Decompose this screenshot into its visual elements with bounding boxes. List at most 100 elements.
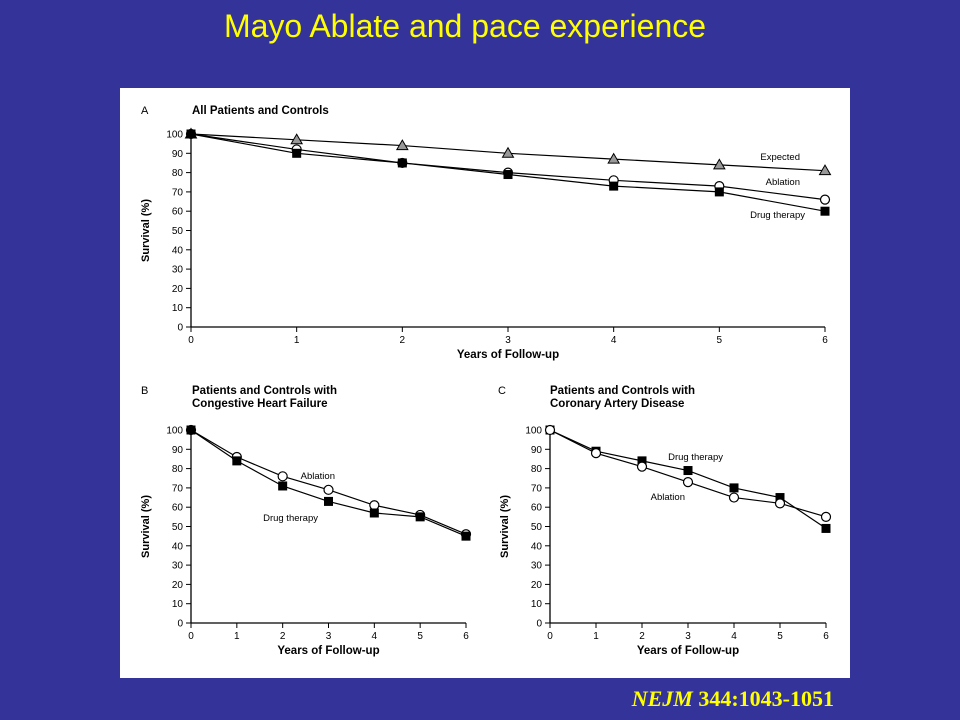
series-label-drug-therapy: Drug therapy [263, 513, 318, 524]
panel-letter: C [498, 385, 506, 397]
data-point-drug-therapy [278, 481, 288, 491]
y-tick-label: 40 [172, 541, 184, 552]
y-tick-label: 10 [531, 599, 543, 610]
data-point-expected [712, 158, 726, 170]
x-tick-label: 4 [372, 631, 378, 642]
data-point-drug-therapy [415, 512, 425, 522]
series-label-ablation: Ablation [651, 492, 685, 503]
y-tick-label: 70 [172, 483, 184, 494]
x-tick-label: 2 [400, 335, 406, 346]
figure-panel: A All Patients and Controls 0 10 20 30 40 50 60 7… [120, 88, 850, 678]
y-tick-label: 30 [172, 265, 184, 276]
x-tick-label: 5 [717, 335, 723, 346]
data-point-drug-therapy [461, 531, 471, 541]
data-point-expected [290, 133, 304, 145]
x-tick-label: 6 [823, 631, 829, 642]
data-point-ablation [820, 511, 832, 522]
y-tick-label: 100 [166, 426, 183, 437]
chart-title: Patients and Controls with [192, 385, 337, 397]
data-point-ablation [819, 194, 831, 205]
y-tick-label: 60 [172, 503, 184, 514]
x-tick-label: 2 [639, 631, 645, 642]
data-point-ablation [682, 477, 694, 488]
x-tick-label: 3 [505, 335, 511, 346]
series-label-drug-therapy: Drug therapy [750, 210, 805, 221]
survival-figure: A All Patients and Controls01020304050607… [140, 105, 832, 657]
x-tick-label: 1 [294, 335, 300, 346]
chart-title: All Patients and Controls [192, 105, 329, 117]
x-axis-label: Years of Follow-up [457, 349, 559, 361]
y-tick-label: 40 [531, 541, 543, 552]
citation: NEJM 344:1043-1051 [632, 686, 834, 712]
data-point-drug-therapy [232, 456, 242, 466]
citation-reference: 344:1043-1051 [692, 686, 834, 711]
x-axis-label: Years of Follow-up [277, 645, 379, 657]
data-point-drug-therapy [609, 181, 619, 191]
series-line-ablation [190, 133, 826, 201]
data-point-expected [607, 152, 621, 164]
data-point-drug-therapy [821, 523, 831, 533]
y-tick-label: 60 [172, 207, 184, 218]
x-tick-label: 0 [547, 631, 553, 642]
y-tick-label: 70 [531, 483, 543, 494]
y-tick-label: 20 [172, 580, 184, 591]
x-tick-label: 6 [463, 631, 469, 642]
series-label-expected: Expected [760, 152, 800, 163]
y-tick-label: 0 [177, 619, 183, 630]
y-tick-label: 40 [172, 245, 184, 256]
data-point-drug-therapy [503, 170, 513, 180]
data-point-drug-therapy [775, 493, 785, 503]
chart-panel-a: A All Patients and Controls01020304050607… [140, 105, 832, 361]
y-tick-label: 80 [531, 464, 543, 475]
y-tick-label: 20 [172, 284, 184, 295]
data-point-drug-therapy [683, 466, 693, 476]
data-point-drug-therapy [369, 508, 379, 518]
chart-subtitle: Congestive Heart Failure [192, 398, 327, 410]
data-point-drug-therapy [292, 148, 302, 158]
y-tick-label: 90 [531, 445, 543, 456]
data-point-drug-therapy [820, 206, 830, 216]
x-axis-label: Years of Follow-up [637, 645, 739, 657]
y-tick-label: 30 [531, 561, 543, 572]
x-tick-label: 4 [731, 631, 737, 642]
y-tick-label: 0 [177, 323, 183, 334]
x-tick-label: 3 [326, 631, 332, 642]
y-tick-label: 50 [531, 522, 543, 533]
y-tick-label: 70 [172, 187, 184, 198]
y-axis-label: Survival (%) [499, 495, 511, 558]
data-point-ablation [369, 500, 380, 511]
y-tick-label: 50 [172, 226, 184, 237]
y-tick-label: 10 [172, 303, 184, 314]
series-label-ablation: Ablation [766, 177, 800, 188]
x-tick-label: 2 [280, 631, 286, 642]
x-tick-label: 3 [685, 631, 691, 642]
data-point-drug-therapy [397, 158, 407, 168]
data-point-expected [395, 139, 409, 151]
data-point-drug-therapy [637, 456, 647, 466]
series-line-drug-therapy [190, 429, 467, 537]
data-point-drug-therapy [714, 187, 724, 197]
x-tick-label: 4 [611, 335, 617, 346]
x-tick-label: 5 [777, 631, 783, 642]
y-tick-label: 100 [525, 426, 542, 437]
series-label-ablation: Ablation [301, 471, 335, 482]
data-point-drug-therapy [186, 129, 196, 139]
data-point-ablation [544, 424, 556, 436]
x-tick-label: 5 [417, 631, 423, 642]
panel-letter: A [141, 105, 149, 117]
citation-journal: NEJM [631, 686, 693, 711]
data-point-expected [818, 164, 832, 176]
y-tick-label: 90 [172, 149, 184, 160]
chart-title: Patients and Controls with [550, 385, 695, 397]
series-label-drug-therapy: Drug therapy [668, 452, 723, 463]
y-tick-label: 90 [172, 445, 184, 456]
x-tick-label: 0 [188, 335, 194, 346]
y-axis-label: Survival (%) [140, 199, 152, 262]
y-tick-label: 50 [172, 522, 184, 533]
data-point-expected [501, 146, 515, 158]
x-tick-label: 0 [188, 631, 194, 642]
data-point-ablation [277, 471, 288, 482]
data-point-ablation [636, 461, 648, 472]
